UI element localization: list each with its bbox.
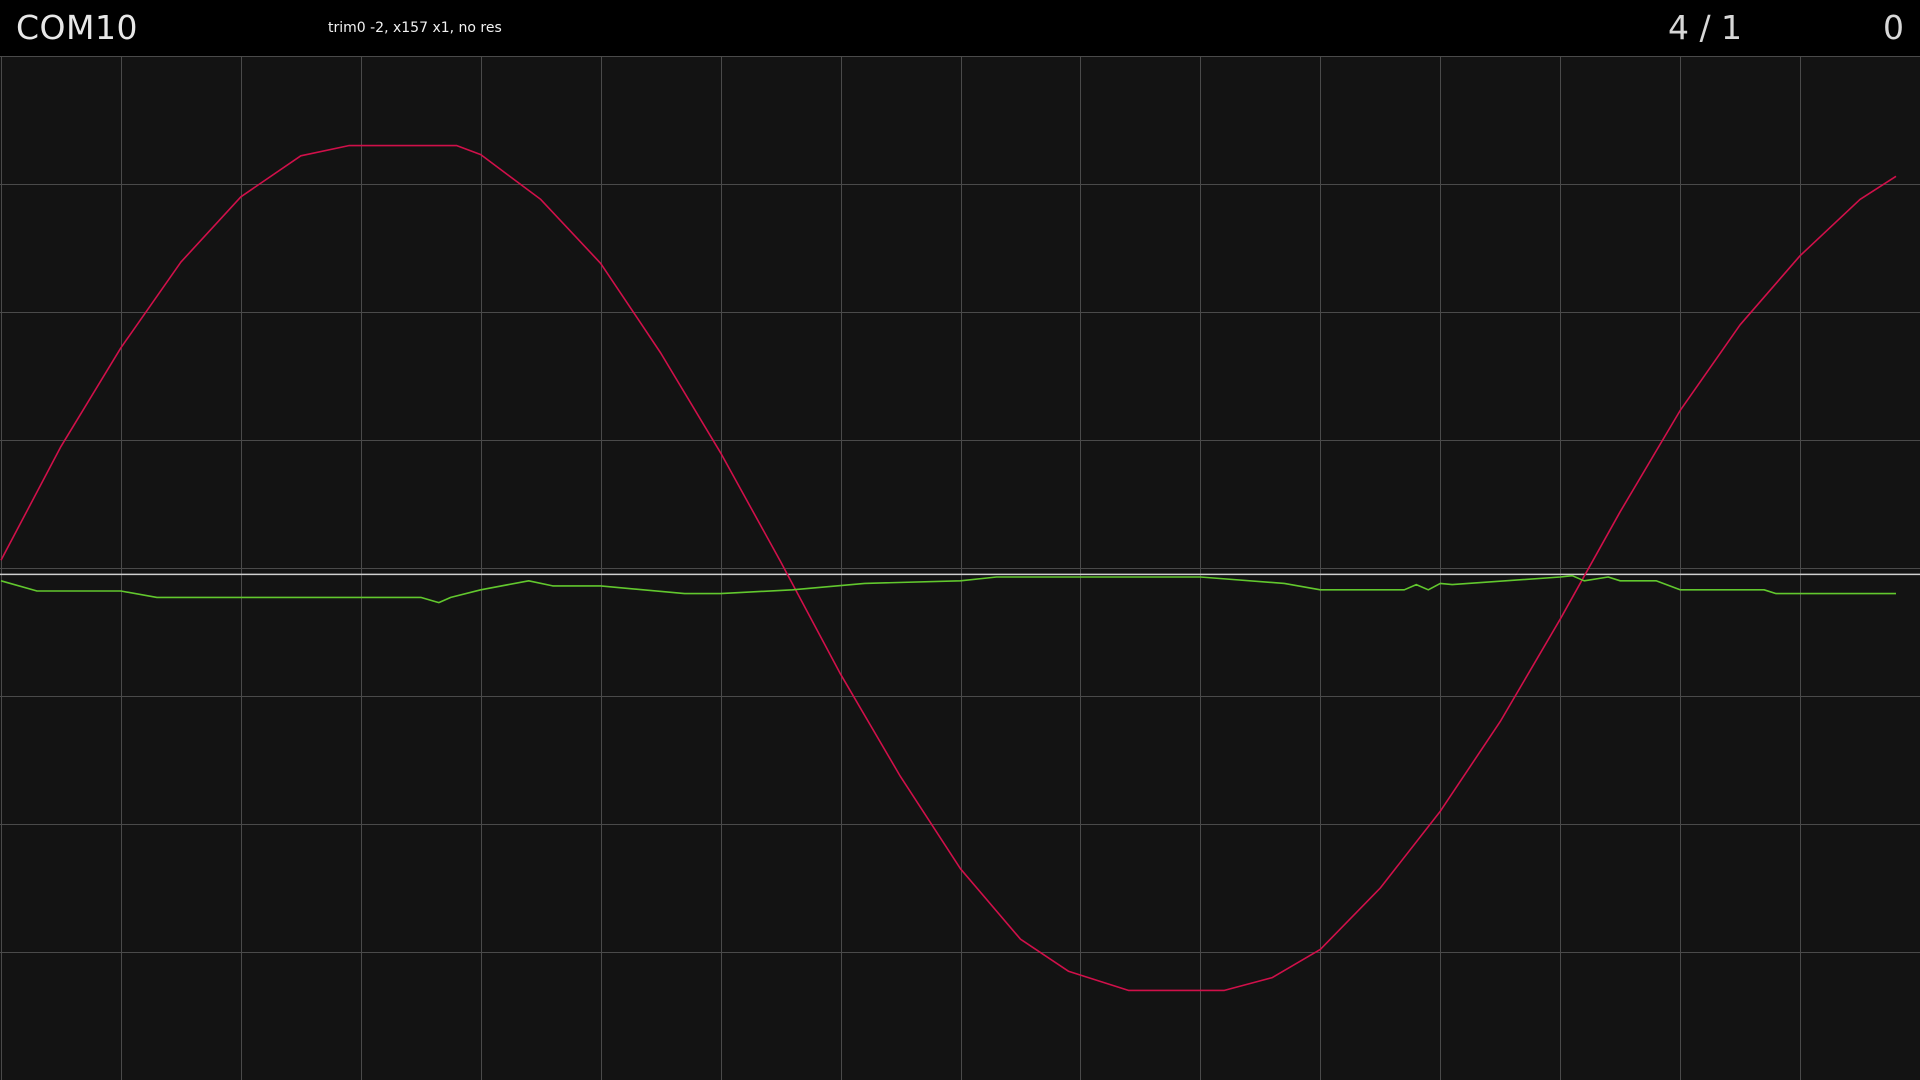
series-line-2 bbox=[0, 574, 1896, 604]
series-line-1 bbox=[0, 144, 1897, 992]
plot-area[interactable] bbox=[0, 56, 1920, 1080]
status-text: trim0 -2, x157 x1, no res bbox=[328, 20, 502, 36]
oscilloscope-chart bbox=[0, 56, 1920, 1080]
ratio-readout: 4 / 1 bbox=[1667, 8, 1743, 47]
count-readout: 0 bbox=[1883, 8, 1904, 47]
top-bar: COM10 trim0 -2, x157 x1, no res 4 / 1 0 bbox=[0, 0, 1920, 56]
port-name: COM10 bbox=[16, 8, 138, 47]
grid bbox=[0, 56, 1920, 1080]
series-group bbox=[0, 144, 1897, 992]
